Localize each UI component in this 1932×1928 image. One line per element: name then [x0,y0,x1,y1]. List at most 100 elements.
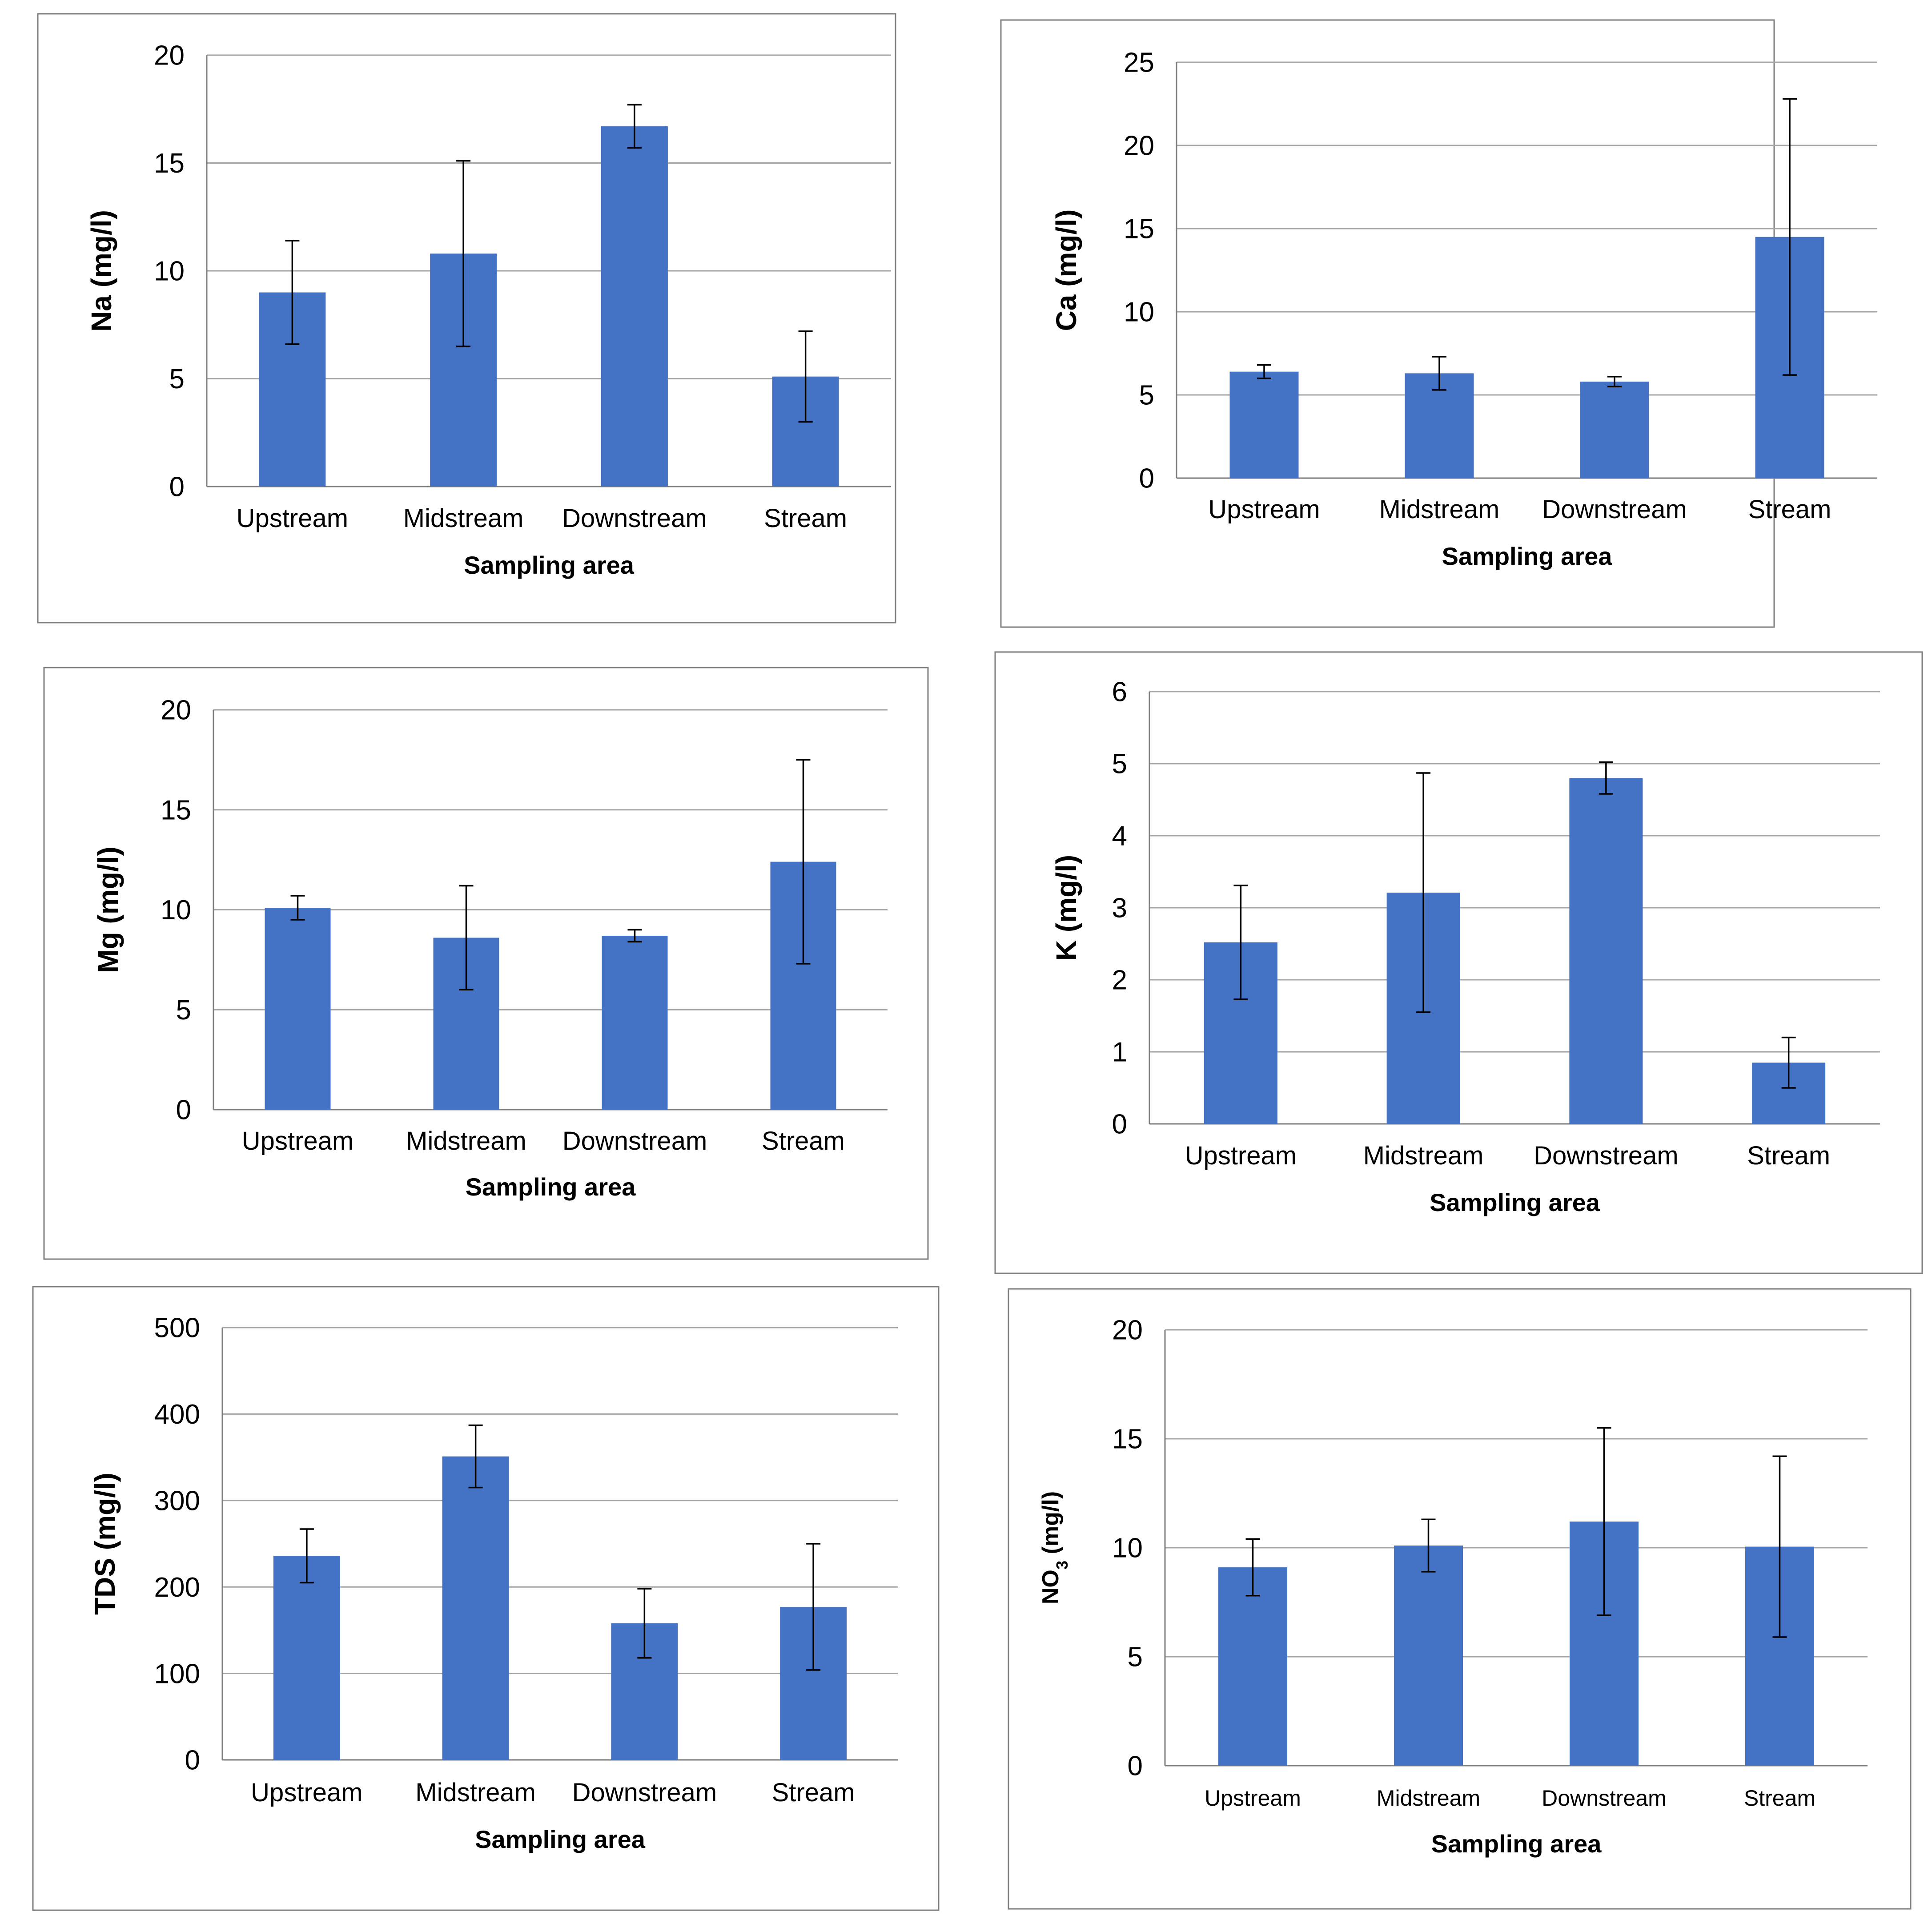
chart-frame [1000,19,1775,628]
y-tick-label: 20 [1112,1315,1143,1346]
chart-panel-1: 0 5 10 15 20 Upstream Midstream Downstream Strea… [37,13,896,624]
error-bar [1432,356,1446,391]
x-tick-label: Upstream [251,1778,362,1807]
y-tick-label: 0 [1112,1109,1127,1140]
chart-panel-4: 0 1 2 3 4 5 6 Upstream Midstream Downstream Stream… [994,651,1923,1274]
x-tick-label: Downstream [572,1778,717,1807]
error-bar [1783,98,1797,376]
x-tick-label: Upstream [242,1127,353,1155]
x-tick-label: Midstream [403,504,524,533]
error-bar [1607,376,1622,388]
error-bar [299,1528,314,1584]
y-tick-label: 10 [154,256,185,287]
y-tick-label: 0 [176,1095,191,1126]
error-bar [1772,1455,1787,1638]
x-tick-label: Midstream [415,1778,536,1807]
x-tick-label: Stream [1748,495,1832,524]
y-tick-label: 0 [1139,463,1154,494]
y-tick-label: 6 [1112,677,1127,708]
x-tick-label: Midstream [1363,1141,1484,1170]
y-tick-label: 3 [1112,893,1127,924]
x-tick-label: Stream [764,504,847,533]
y-tick-label: 0 [169,472,185,503]
error-bar [285,240,300,345]
y-tick-label: 5 [169,364,185,394]
chart-panel-3: 0 5 10 15 20 Upstream Midstream Downstream Strea… [43,667,929,1260]
error-bar [806,1543,821,1671]
y-tick-label: 500 [154,1313,200,1344]
chart-panel-5: 0 100 200 300 400 500 Upstream Midstream Downstr… [32,1286,940,1911]
y-tick-label: 5 [1139,380,1154,411]
x-tick-label: Upstream [1208,495,1320,524]
bar-downstream [601,126,668,487]
y-tick-label: 100 [154,1658,200,1689]
error-bar [290,895,305,921]
x-axis-title: Sampling area [466,1173,636,1201]
bar-midstream [1405,373,1474,478]
y-tick-label: 200 [154,1572,200,1603]
x-tick-label: Midstream [1379,495,1500,524]
error-bar [627,929,642,943]
error-bar [796,759,811,965]
y-tick-label: 400 [154,1399,200,1430]
y-tick-label: 10 [1112,1533,1143,1564]
x-tick-label: Stream [762,1127,845,1155]
y-axis-title: Na (mg/l) [85,210,117,332]
y-tick-label: 0 [185,1745,200,1776]
error-bar [1257,364,1271,379]
x-tick-label: Midstream [1377,1786,1480,1811]
error-bar [1599,761,1613,795]
error-bar [637,1588,652,1659]
x-tick-label: Upstream [237,504,348,533]
bar-upstream [265,908,331,1110]
bar-midstream [1394,1546,1463,1766]
y-tick-label: 20 [1124,131,1154,161]
x-axis-title: Sampling area [1442,542,1613,570]
x-tick-label: Stream [772,1778,855,1807]
y-tick-label: 10 [161,895,191,926]
y-axis-title: NO3 (mg/l) [1038,1491,1071,1604]
y-tick-label: 5 [1128,1642,1143,1673]
y-tick-label: 5 [176,995,191,1026]
y-tick-label: 25 [1124,48,1154,78]
y-tick-label: 300 [154,1486,200,1517]
x-tick-label: Downstream [562,504,707,533]
bar-upstream [1218,1567,1287,1766]
bar-upstream [1229,371,1299,478]
bar-upstream [273,1556,340,1760]
error-bar [1421,1518,1436,1573]
chart-panel-6: 0 5 10 15 20 Upstream Midstream Downstream Strea… [1008,1288,1912,1910]
y-tick-label: 15 [1124,214,1154,245]
x-tick-label: Downstream [562,1127,707,1155]
x-axis-title: Sampling area [1431,1830,1602,1858]
bar-downstream [602,935,668,1110]
y-tick-label: 15 [161,795,191,825]
y-tick-label: 2 [1112,965,1127,996]
y-tick-label: 15 [1112,1424,1143,1455]
x-tick-label: Stream [1744,1786,1816,1811]
error-bar [1597,1427,1611,1616]
y-tick-label: 20 [154,40,185,71]
error-bar [798,330,813,423]
y-tick-label: 20 [161,695,191,726]
error-bar [1781,1036,1796,1089]
error-bar [627,104,642,149]
error-bar [1233,885,1248,1000]
error-bar [1416,772,1431,1013]
x-tick-label: Midstream [406,1127,526,1155]
y-tick-label: 5 [1112,749,1127,780]
bar-midstream [442,1456,509,1760]
bar-downstream [1580,382,1649,478]
bar-downstream [1569,778,1643,1124]
x-axis-title: Sampling area [464,551,635,579]
y-axis-title: TDS (mg/l) [89,1473,121,1615]
x-tick-label: Downstream [1534,1141,1679,1170]
y-axis-title: Mg (mg/l) [92,846,124,973]
y-tick-label: 10 [1124,297,1154,328]
y-tick-label: 0 [1128,1751,1143,1782]
y-tick-label: 15 [154,148,185,179]
x-tick-label: Downstream [1542,1786,1667,1811]
error-bar [1245,1538,1260,1597]
chart-panel-2: 0 5 10 15 20 25 Upstream Midstream Downstream Str… [1000,19,1877,628]
